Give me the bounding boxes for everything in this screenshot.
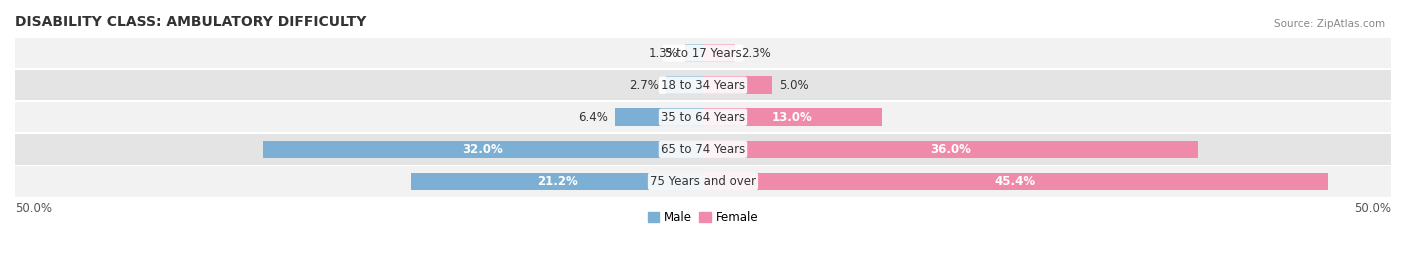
Bar bbox=[703, 140, 1198, 158]
Bar bbox=[685, 44, 703, 62]
Bar bbox=[703, 173, 1327, 190]
Text: 45.4%: 45.4% bbox=[995, 175, 1036, 188]
Bar bbox=[412, 173, 703, 190]
Bar bbox=[703, 76, 772, 94]
Text: 32.0%: 32.0% bbox=[463, 143, 503, 156]
Bar bbox=[15, 134, 1391, 165]
Text: 1.3%: 1.3% bbox=[648, 47, 678, 60]
Bar bbox=[614, 109, 703, 126]
Text: 18 to 34 Years: 18 to 34 Years bbox=[661, 79, 745, 92]
Text: 50.0%: 50.0% bbox=[15, 202, 52, 215]
Text: DISABILITY CLASS: AMBULATORY DIFFICULTY: DISABILITY CLASS: AMBULATORY DIFFICULTY bbox=[15, 15, 367, 29]
Text: Source: ZipAtlas.com: Source: ZipAtlas.com bbox=[1274, 19, 1385, 29]
Text: 6.4%: 6.4% bbox=[578, 111, 607, 124]
Text: 2.7%: 2.7% bbox=[628, 79, 659, 92]
Text: 21.2%: 21.2% bbox=[537, 175, 578, 188]
Bar bbox=[666, 76, 703, 94]
Bar bbox=[15, 38, 1391, 68]
Text: 13.0%: 13.0% bbox=[772, 111, 813, 124]
Text: 2.3%: 2.3% bbox=[741, 47, 772, 60]
Text: 75 Years and over: 75 Years and over bbox=[650, 175, 756, 188]
Text: 5.0%: 5.0% bbox=[779, 79, 808, 92]
Text: 50.0%: 50.0% bbox=[1354, 202, 1391, 215]
Bar bbox=[15, 70, 1391, 100]
Bar bbox=[15, 102, 1391, 132]
Text: 35 to 64 Years: 35 to 64 Years bbox=[661, 111, 745, 124]
Text: 65 to 74 Years: 65 to 74 Years bbox=[661, 143, 745, 156]
Bar bbox=[15, 166, 1391, 197]
Legend: Male, Female: Male, Female bbox=[645, 209, 761, 227]
Text: 36.0%: 36.0% bbox=[931, 143, 972, 156]
Bar bbox=[263, 140, 703, 158]
Bar bbox=[703, 44, 735, 62]
Text: 5 to 17 Years: 5 to 17 Years bbox=[665, 47, 741, 60]
Bar bbox=[703, 109, 882, 126]
